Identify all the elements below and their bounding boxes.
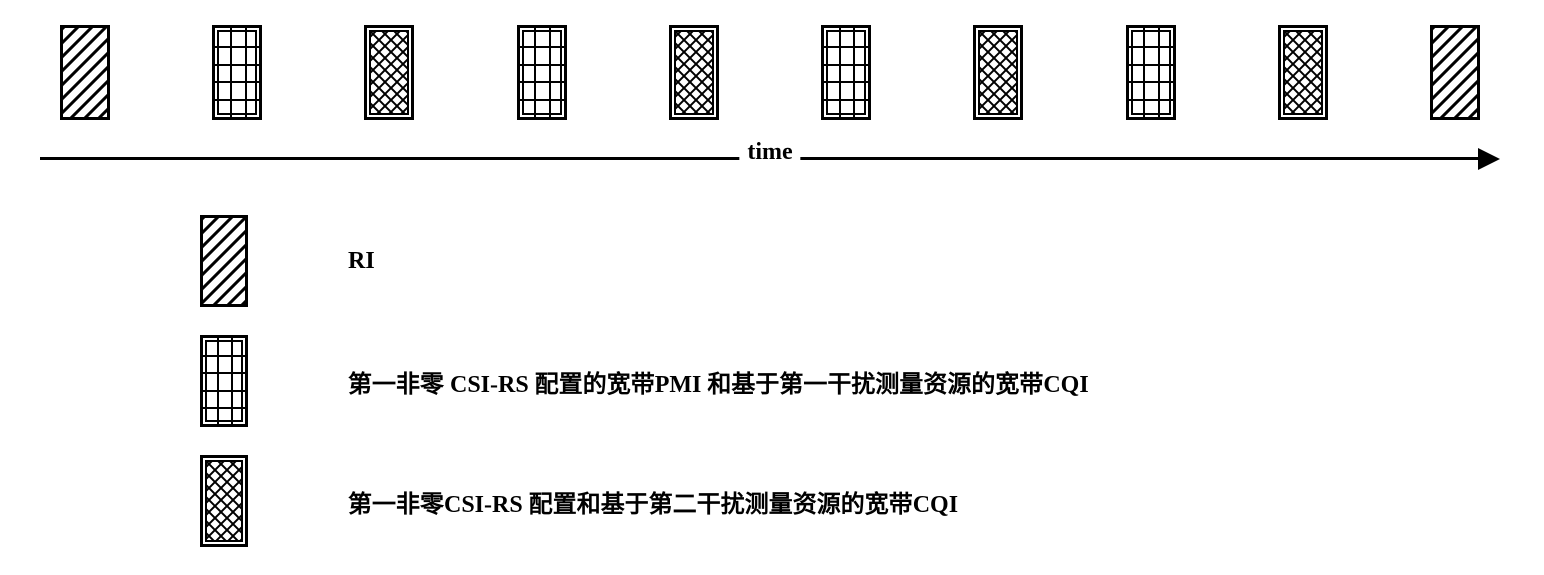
feedback-block-cross: [1278, 25, 1328, 120]
feedback-block-cross: [364, 25, 414, 120]
time-axis-label: time: [739, 139, 800, 166]
legend-row-cross: 第一非零CSI-RS 配置和基于第二干扰测量资源的宽带CQI: [200, 455, 1089, 547]
feedback-block-grid: [212, 25, 262, 120]
time-axis: time: [40, 145, 1500, 185]
timeline-blocks-row: [60, 25, 1480, 125]
csi-feedback-diagram: time RI 第一非零 CSI-RS 配置的宽带PMI 和基于第一干扰测量资源的…: [20, 20, 1524, 540]
feedback-block-diagonal: [1430, 25, 1480, 120]
legend-label: RI: [348, 248, 375, 275]
feedback-block-grid: [517, 25, 567, 120]
legend-label: 第一非零CSI-RS 配置和基于第二干扰测量资源的宽带CQI: [348, 484, 958, 519]
feedback-block-grid: [821, 25, 871, 120]
feedback-block-diagonal: [60, 25, 110, 120]
legend-row-diagonal: RI: [200, 215, 1089, 307]
feedback-block-grid: [200, 335, 248, 427]
feedback-block-diagonal: [200, 215, 248, 307]
feedback-block-grid: [1126, 25, 1176, 120]
legend-label: 第一非零 CSI-RS 配置的宽带PMI 和基于第一干扰测量资源的宽带CQI: [348, 364, 1089, 399]
legend: RI 第一非零 CSI-RS 配置的宽带PMI 和基于第一干扰测量资源的宽带CQI…: [200, 215, 1089, 575]
time-axis-arrowhead: [1478, 148, 1500, 170]
legend-row-grid: 第一非零 CSI-RS 配置的宽带PMI 和基于第一干扰测量资源的宽带CQI: [200, 335, 1089, 427]
feedback-block-cross: [973, 25, 1023, 120]
feedback-block-cross: [669, 25, 719, 120]
feedback-block-cross: [200, 455, 248, 547]
